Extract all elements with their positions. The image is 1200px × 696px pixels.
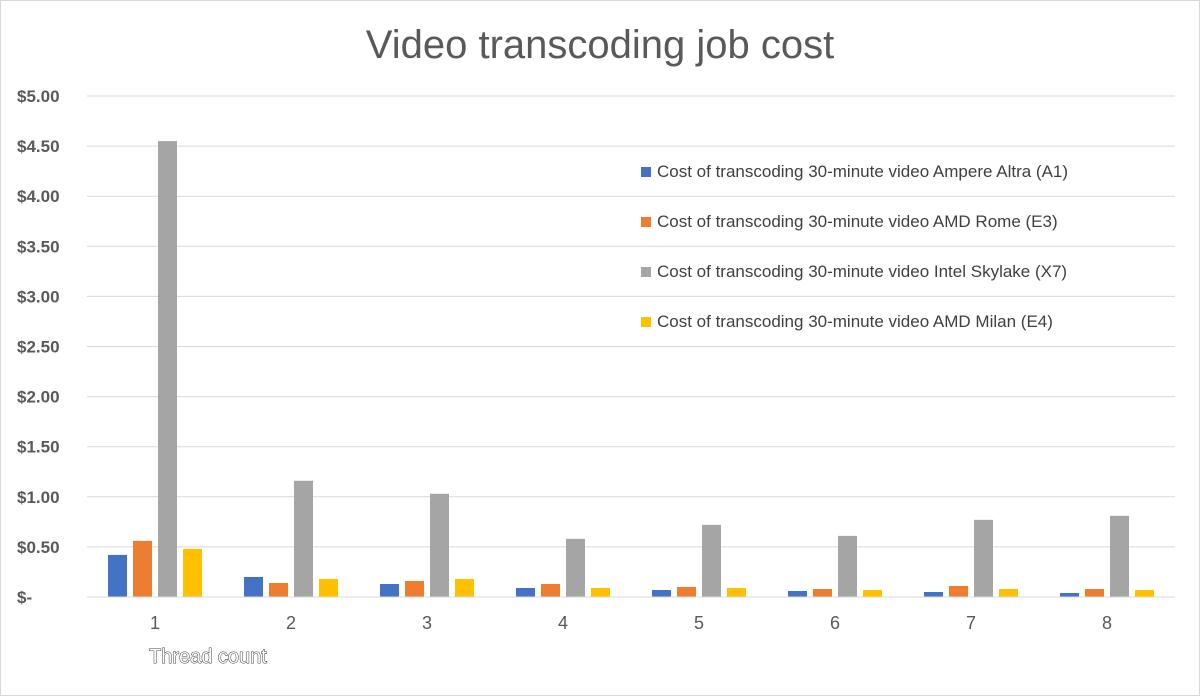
bar: [108, 554, 127, 597]
bar: [702, 524, 721, 597]
y-tick-label: $2.50: [17, 338, 60, 357]
legend-label: Cost of transcoding 30-minute video AMD …: [657, 212, 1058, 231]
bar: [380, 583, 399, 597]
y-tick-label: $4.50: [17, 137, 60, 156]
y-tick-label: $4.00: [17, 187, 60, 206]
x-tick-label: 8: [1102, 613, 1112, 633]
bar: [863, 589, 882, 597]
bar: [652, 589, 671, 597]
bar: [244, 576, 263, 597]
x-tick-label: 2: [286, 613, 296, 633]
bar: [1110, 515, 1129, 597]
bar: [838, 535, 857, 597]
bar: [133, 540, 152, 597]
bar: [1085, 588, 1104, 597]
bar: [1060, 592, 1079, 597]
legend-label: Cost of transcoding 30-minute video Inte…: [657, 262, 1067, 281]
bars: [108, 141, 1154, 597]
x-axis-title: Thread count: [149, 646, 267, 668]
bar: [813, 588, 832, 597]
bar: [183, 548, 202, 597]
bar: [516, 587, 535, 597]
legend-swatch: [641, 317, 651, 327]
legend-swatch: [641, 167, 651, 177]
bar: [949, 585, 968, 597]
bar: [1135, 589, 1154, 597]
bar: [269, 582, 288, 597]
bar: [677, 586, 696, 597]
bar: [974, 519, 993, 597]
bar: [541, 583, 560, 597]
y-axis: $- $0.50 $1.00 $1.50 $2.00 $2.50 $3.00 $3.50 $4.…: [17, 87, 60, 607]
bar: [727, 587, 746, 597]
x-tick-label: 6: [830, 613, 840, 633]
legend-label: Cost of transcoding 30-minute video AMD …: [657, 312, 1053, 331]
x-tick-label: 5: [694, 613, 704, 633]
x-tick-label: 4: [558, 613, 568, 633]
bar: [999, 588, 1018, 597]
gridlines: [87, 95, 1175, 598]
bar: [405, 580, 424, 597]
legend-swatch: [641, 267, 651, 277]
x-tick-label: 1: [150, 613, 160, 633]
y-tick-label: $1.50: [17, 438, 60, 457]
x-tick-label: 3: [422, 613, 432, 633]
x-axis: 1 2 3 4 5 6 7 8: [87, 596, 1175, 633]
chart-title: Video transcoding job cost: [366, 23, 834, 67]
bar: [430, 493, 449, 597]
bar: [455, 578, 474, 597]
legend: Cost of transcoding 30-minute video Ampe…: [641, 162, 1068, 331]
bar: [158, 141, 177, 597]
x-tick-label: 7: [966, 613, 976, 633]
bar: [591, 587, 610, 597]
y-tick-label: $-: [17, 588, 32, 607]
y-tick-label: $2.00: [17, 388, 60, 407]
y-tick-label: $0.50: [17, 538, 60, 557]
y-tick-label: $5.00: [17, 87, 60, 106]
y-tick-label: $3.00: [17, 287, 60, 306]
bar: [294, 480, 313, 597]
bar: [788, 590, 807, 597]
bar: [924, 591, 943, 597]
legend-swatch: [641, 217, 651, 227]
legend-label: Cost of transcoding 30-minute video Ampe…: [657, 162, 1068, 181]
bar: [566, 538, 585, 597]
y-tick-label: $1.00: [17, 488, 60, 507]
y-tick-label: $3.50: [17, 237, 60, 256]
bar: [319, 578, 338, 597]
